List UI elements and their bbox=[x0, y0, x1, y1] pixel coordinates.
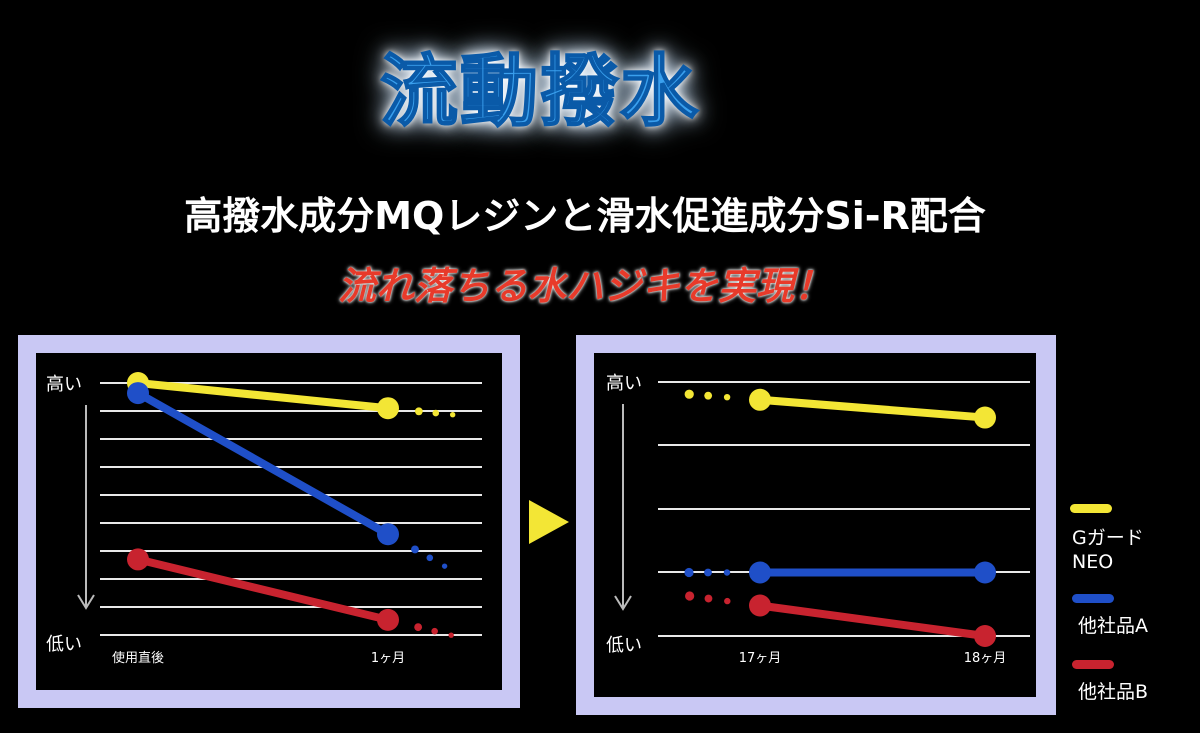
trend-dot bbox=[414, 623, 423, 632]
trend-dot bbox=[432, 409, 440, 417]
trend-dot bbox=[426, 554, 434, 562]
legend-swatch-b bbox=[1072, 660, 1114, 669]
legend-label-g-guard-2: NEO bbox=[1072, 551, 1114, 573]
legend-label-a: 他社品A bbox=[1078, 615, 1148, 637]
trend-dot bbox=[411, 545, 419, 554]
series-line bbox=[756, 395, 989, 422]
legend-label-g-guard-1: Gガード bbox=[1072, 527, 1144, 549]
trend-dot bbox=[684, 567, 694, 578]
data-point bbox=[749, 561, 771, 584]
x-tick-label: 使用直後 bbox=[112, 650, 164, 666]
series-line bbox=[134, 379, 392, 413]
chart-panel-initial: 高い低い使用直後 1ヶ月 bbox=[18, 335, 520, 708]
trend-dot bbox=[414, 407, 423, 416]
trend-dot bbox=[448, 632, 454, 638]
data-point bbox=[974, 625, 996, 647]
legend-label-b: 他社品B bbox=[1078, 681, 1149, 703]
legend-swatch-a bbox=[1072, 594, 1114, 603]
y-axis-bottom-label: 低い bbox=[606, 635, 642, 656]
data-point bbox=[377, 608, 399, 631]
trend-dot bbox=[685, 591, 695, 601]
chart-panel-later: 高い低い 17ヶ月 18ヶ月 bbox=[576, 335, 1056, 715]
series-line bbox=[134, 555, 392, 624]
trend-dot bbox=[723, 569, 731, 576]
data-point bbox=[974, 561, 996, 584]
series-line bbox=[134, 389, 392, 539]
data-point bbox=[377, 523, 399, 546]
data-point bbox=[127, 548, 149, 571]
series-line bbox=[756, 601, 989, 640]
trend-dot bbox=[704, 594, 713, 603]
data-point bbox=[974, 406, 996, 429]
data-point bbox=[127, 382, 149, 405]
x-tick-label: 18ヶ月 bbox=[964, 651, 1007, 666]
subtitle: 高撥水成分MQレジンと滑水促進成分Si-R配合 bbox=[184, 194, 986, 238]
chart-area-initial bbox=[36, 353, 502, 690]
chart-area-later bbox=[594, 353, 1036, 697]
trend-dot bbox=[431, 627, 438, 635]
y-axis-top-label: 高い bbox=[46, 374, 82, 395]
y-axis-arrow-head-icon bbox=[77, 594, 95, 610]
trend-dot bbox=[684, 389, 694, 399]
y-axis-arrow-head-icon bbox=[614, 595, 632, 611]
legend-swatch-g-guard bbox=[1070, 504, 1112, 513]
trend-dot bbox=[723, 393, 731, 401]
trend-dot bbox=[704, 391, 713, 400]
y-axis-bottom-label: 低い bbox=[46, 634, 82, 655]
data-point bbox=[749, 594, 771, 617]
next-arrow-icon bbox=[529, 500, 569, 544]
y-axis-top-label: 高い bbox=[606, 373, 642, 394]
x-tick-label: 17ヶ月 bbox=[739, 651, 782, 666]
tagline: 流れ落ちる水ハジキを実現！ bbox=[337, 264, 832, 308]
x-tick-label: 1ヶ月 bbox=[371, 651, 405, 666]
data-point bbox=[377, 397, 399, 420]
trend-dot bbox=[449, 412, 456, 418]
data-point bbox=[749, 388, 771, 411]
trend-dot bbox=[441, 563, 448, 569]
trend-dot bbox=[724, 597, 731, 605]
main-title: 流動撥水 bbox=[379, 46, 700, 138]
trend-dot bbox=[704, 568, 712, 577]
